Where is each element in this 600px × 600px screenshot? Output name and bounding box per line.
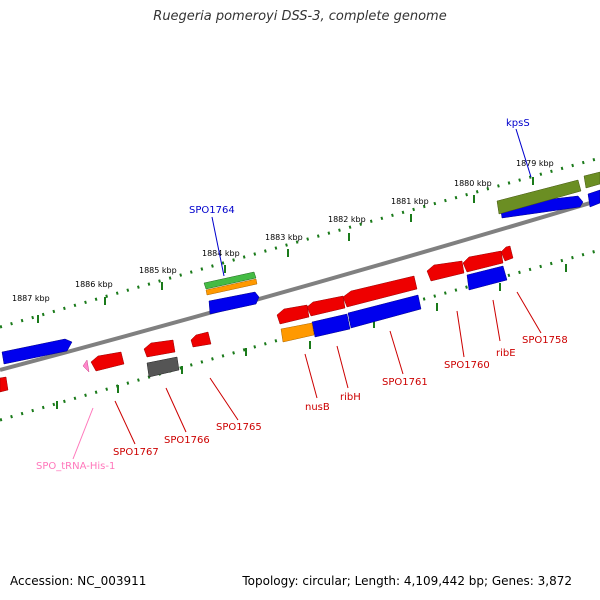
gene-labels: kpsS SPO1764 SPO1758 ribE SPO1760 SPO176… bbox=[36, 118, 568, 472]
gene-label-spo1760: SPO1760 bbox=[444, 360, 490, 371]
cog-bar-olive[interactable] bbox=[496, 179, 582, 215]
gene-cds-reverse[interactable] bbox=[0, 376, 9, 393]
gene-cds-reverse[interactable] bbox=[500, 245, 514, 262]
gene-cds-reverse[interactable] bbox=[90, 351, 125, 372]
gene-label-ribh: ribH bbox=[340, 392, 361, 403]
ruler-label: 1879 kbp bbox=[516, 159, 554, 168]
cog-bar-orange[interactable] bbox=[205, 278, 258, 296]
gene-cds-forward[interactable] bbox=[208, 291, 260, 315]
inner-ruler bbox=[0, 248, 600, 422]
gene-cds-reverse[interactable] bbox=[143, 339, 176, 358]
gene-label-spo1766: SPO1766 bbox=[164, 435, 210, 446]
genome-summary-text: Topology: circular; Length: 4,109,442 bp… bbox=[242, 574, 572, 588]
reverse-strand bbox=[0, 245, 514, 393]
ruler-label: 1882 kbp bbox=[328, 215, 366, 224]
ruler-label: 1885 kbp bbox=[139, 266, 177, 275]
gene-label-spo1761: SPO1761 bbox=[382, 377, 428, 388]
gene-trna[interactable] bbox=[82, 359, 90, 373]
ruler-label: 1886 kbp bbox=[75, 280, 113, 289]
gene-cds-forward[interactable] bbox=[1, 338, 73, 365]
forward-strand bbox=[1, 189, 600, 365]
gene-cds-forward[interactable] bbox=[466, 265, 508, 291]
gene-cds-reverse[interactable] bbox=[190, 331, 212, 348]
gene-label-spo1764: SPO1764 bbox=[189, 205, 235, 216]
gene-label-kpss: kpsS bbox=[506, 118, 530, 129]
gene-cds-forward[interactable] bbox=[499, 195, 584, 219]
gene-label-nusb: nusB bbox=[305, 402, 330, 413]
leader-lines bbox=[72, 128, 542, 460]
gene-cds-forward[interactable] bbox=[311, 313, 351, 338]
gene-label-spo1767: SPO1767 bbox=[113, 447, 159, 458]
ruler-label: 1881 kbp bbox=[391, 197, 429, 206]
gene-label-trna-his: SPO_tRNA-His-1 bbox=[36, 461, 115, 472]
gene-label-spo1758: SPO1758 bbox=[522, 335, 568, 346]
gene-cds-forward[interactable] bbox=[587, 189, 600, 208]
cog-bar-green[interactable] bbox=[203, 271, 257, 290]
genome-backbone bbox=[0, 198, 600, 372]
ruler-label: 1880 kbp bbox=[454, 179, 492, 188]
gene-cds-reverse[interactable] bbox=[306, 295, 346, 317]
ruler-label: 1884 kbp bbox=[202, 249, 240, 258]
gene-label-spo1765: SPO1765 bbox=[216, 422, 262, 433]
accession-text: Accession: NC_003911 bbox=[10, 574, 147, 588]
gene-cds-reverse[interactable] bbox=[462, 250, 504, 273]
cog-bar-orange[interactable] bbox=[280, 322, 315, 343]
gene-cds-reverse[interactable] bbox=[342, 275, 418, 308]
gene-label-ribe: ribE bbox=[496, 348, 516, 359]
outer-ruler-labels: 1887 kbp 1886 kbp 1885 kbp 1884 kbp 1883… bbox=[12, 159, 554, 303]
outer-ruler bbox=[0, 156, 600, 329]
cog-bar-gray[interactable] bbox=[146, 356, 180, 378]
ruler-label: 1883 kbp bbox=[265, 233, 303, 242]
gene-cds-reverse[interactable] bbox=[276, 304, 310, 325]
ruler-label: 1887 kbp bbox=[12, 294, 50, 303]
cog-features bbox=[146, 171, 600, 378]
gene-cds-reverse[interactable] bbox=[426, 260, 465, 282]
map-title: Ruegeria pomeroyi DSS-3, complete genome bbox=[153, 9, 447, 24]
cog-bar-olive[interactable] bbox=[583, 171, 600, 189]
gene-cds-forward[interactable] bbox=[347, 294, 422, 329]
